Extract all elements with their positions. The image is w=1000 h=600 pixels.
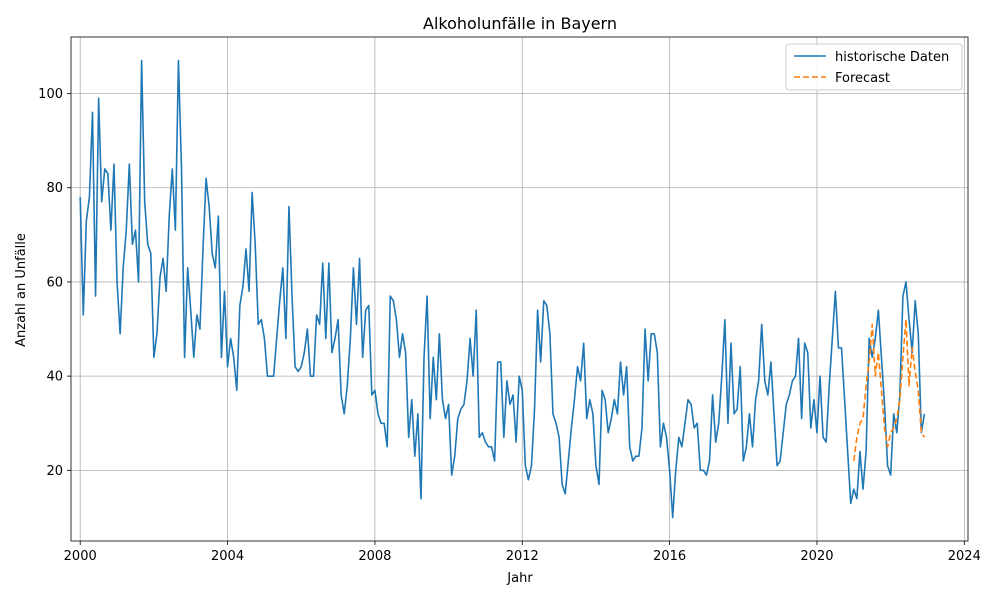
y-tick-label: 20 bbox=[46, 464, 63, 479]
x-tick-label: 2004 bbox=[211, 549, 244, 564]
series-line-historische-daten bbox=[79, 59, 926, 519]
series-layer bbox=[79, 59, 926, 519]
tick-layer: 2000 2004 2008 2012 2016 2020 2024 20 40 60 80 100 bbox=[38, 87, 981, 564]
x-tick-label: 2016 bbox=[653, 549, 686, 564]
chart-title: Alkoholunfälle in Bayern bbox=[423, 14, 617, 33]
plot-frame bbox=[70, 36, 969, 542]
y-tick-label: 100 bbox=[38, 87, 63, 102]
y-tick-label: 80 bbox=[46, 181, 63, 196]
x-tick-label: 2008 bbox=[358, 549, 391, 564]
y-tick-label: 40 bbox=[46, 370, 63, 385]
x-tick-label: 2024 bbox=[948, 549, 981, 564]
x-axis-label: Jahr bbox=[506, 571, 533, 586]
y-axis-label: Anzahl an Unfälle bbox=[14, 233, 29, 347]
series-line-forecast bbox=[853, 318, 926, 462]
x-tick-label: 2020 bbox=[800, 549, 833, 564]
legend-label-historische-daten: historische Daten bbox=[835, 50, 949, 65]
legend: historische Daten Forecast bbox=[785, 43, 963, 91]
x-tick-label: 2012 bbox=[506, 549, 539, 564]
legend-box bbox=[785, 43, 963, 91]
legend-label-forecast: Forecast bbox=[835, 71, 890, 86]
grid bbox=[71, 37, 968, 541]
y-tick-label: 60 bbox=[46, 275, 63, 290]
x-tick-label: 2000 bbox=[64, 549, 97, 564]
